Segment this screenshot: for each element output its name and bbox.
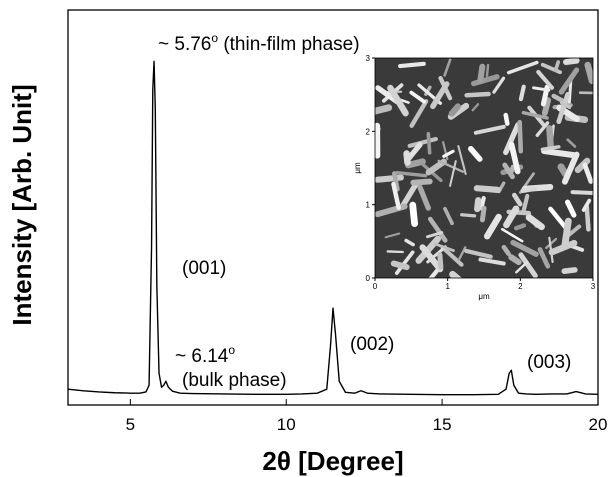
x-tick-label: 15: [433, 415, 452, 434]
inset-x-tick-label: 0: [373, 282, 378, 291]
afm-streak: [400, 64, 424, 66]
x-tick-label: 20: [589, 415, 608, 434]
afm-streak: [428, 134, 429, 153]
inset-x-tick-label: 1: [445, 282, 450, 291]
afm-streak: [394, 264, 407, 268]
annotation: (bulk phase): [182, 370, 287, 391]
afm-streak: [480, 67, 482, 80]
chart: 2θ [Degree] Intensity [Arb. Unit] ~ 5.76…: [0, 0, 608, 477]
afm-streak: [511, 257, 518, 262]
annotation-sup: o: [228, 343, 235, 357]
afm-streak: [573, 192, 595, 193]
afm-streak: [407, 154, 408, 163]
x-tick-label: 10: [277, 415, 296, 434]
afm-streak: [561, 167, 565, 174]
afm-streak: [520, 122, 521, 151]
annotation: ~ 6.14o: [175, 343, 235, 367]
afm-streak: [565, 221, 569, 246]
afm-streak: [482, 208, 484, 220]
afm-streak: [477, 188, 498, 190]
afm-streak: [388, 251, 403, 252]
annotation-text: (thin-film phase): [218, 34, 360, 55]
inset-y-tick-label: 2: [366, 127, 371, 136]
afm-streak: [587, 206, 589, 229]
afm-streak: [566, 61, 577, 62]
x-axis-label: 2θ [Degree]: [262, 446, 403, 476]
afm-streak: [487, 65, 488, 76]
afm-streak: [440, 255, 441, 267]
inset-x-tick-label: 3: [591, 282, 596, 291]
annotation-text: ~ 6.14: [175, 346, 229, 367]
afm-streak: [506, 115, 508, 124]
afm-streak: [516, 225, 524, 228]
afm-streak: [588, 65, 592, 81]
annotation-text: ~ 5.76: [158, 34, 211, 55]
afm-streak: [523, 189, 536, 191]
afm-streak: [544, 151, 574, 155]
inset-y-label: μm: [353, 162, 362, 174]
annotation: (003): [527, 352, 571, 373]
inset-y-tick-label: 0: [366, 274, 371, 283]
inset-y-tick-label: 3: [366, 54, 371, 63]
annotation: (001): [182, 258, 226, 279]
afm-streak: [462, 215, 475, 216]
annotation: (002): [350, 334, 394, 355]
afm-streak: [467, 94, 489, 95]
afm-streak: [477, 200, 478, 209]
afm-streak: [521, 87, 524, 99]
afm-streak: [549, 128, 550, 146]
afm-streak: [564, 270, 575, 271]
afm-streak: [413, 181, 430, 182]
afm-streak: [413, 205, 415, 223]
inset-x-tick-label: 2: [518, 282, 523, 291]
x-tick-label: 5: [126, 415, 135, 434]
y-axis-label: Intensity [Arb. Unit]: [7, 84, 37, 325]
inset-x-label: μm: [478, 292, 490, 301]
inset-y-tick-label: 1: [366, 201, 371, 210]
annotation: ~ 5.76o (thin-film phase): [158, 31, 360, 55]
afm-streak: [556, 62, 559, 70]
